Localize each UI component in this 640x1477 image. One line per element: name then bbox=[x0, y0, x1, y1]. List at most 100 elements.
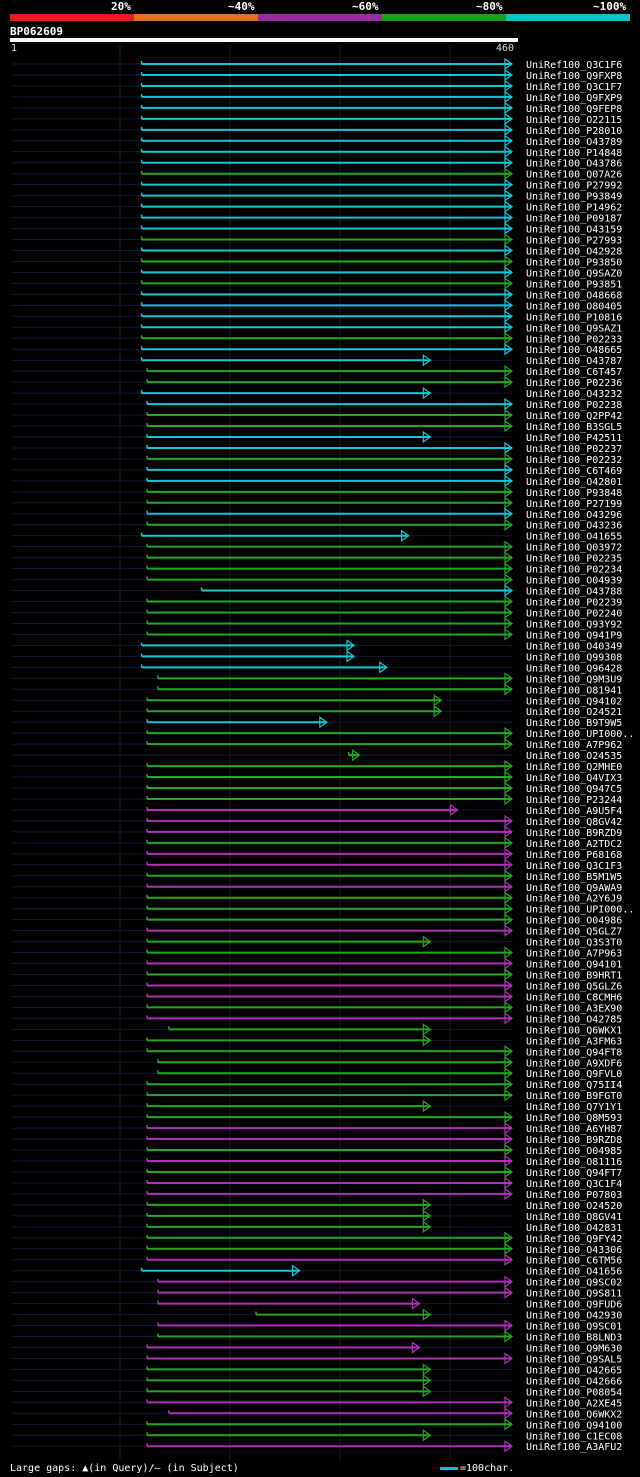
hit-row[interactable]: UniRef100_Q9SAZ0 bbox=[12, 266, 622, 279]
hit-row[interactable]: UniRef100_O04939 bbox=[12, 573, 622, 587]
hit-label[interactable]: UniRef100_O42930 bbox=[526, 1311, 622, 1322]
hit-row[interactable]: UniRef100_Q8GV41 bbox=[12, 1209, 622, 1223]
hit-row[interactable]: UniRef100_A7P962 bbox=[12, 737, 622, 751]
hit-row[interactable]: UniRef100_A3EX90 bbox=[12, 1001, 622, 1014]
hit-label[interactable]: UniRef100_O48665 bbox=[526, 345, 622, 356]
hit-row[interactable]: UniRef100_Q94102 bbox=[12, 694, 622, 707]
hit-label[interactable]: UniRef100_A9XDF6 bbox=[526, 1058, 622, 1069]
hit-row[interactable]: UniRef100_P02234 bbox=[12, 562, 622, 576]
hit-label[interactable]: UniRef100_O80405 bbox=[526, 301, 622, 312]
hit-label[interactable]: UniRef100_Q947C5 bbox=[526, 784, 622, 795]
hit-row[interactable]: UniRef100_P02240 bbox=[12, 606, 622, 620]
hit-label[interactable]: UniRef100_O04985 bbox=[526, 1146, 622, 1157]
hit-row[interactable]: UniRef100_Q3C1F7 bbox=[12, 79, 622, 93]
hit-label[interactable]: UniRef100_Q93Y92 bbox=[526, 619, 622, 630]
hit-label[interactable]: UniRef100_Q9FEP8 bbox=[526, 104, 622, 115]
hit-row[interactable]: UniRef100_O42666 bbox=[12, 1374, 622, 1387]
hit-row[interactable]: UniRef100_Q3S3T0 bbox=[12, 935, 622, 949]
hit-label[interactable]: UniRef100_Q3S3T0 bbox=[526, 938, 622, 949]
hit-row[interactable]: UniRef100_O43789 bbox=[12, 134, 622, 148]
hit-label[interactable]: UniRef100_P14962 bbox=[526, 203, 622, 214]
hit-row[interactable]: UniRef100_O80405 bbox=[12, 299, 622, 312]
hit-row[interactable]: UniRef100_Q99308 bbox=[12, 650, 622, 663]
hit-row[interactable]: UniRef100_Q9S811 bbox=[12, 1286, 622, 1300]
hit-row[interactable]: UniRef100_O24535 bbox=[12, 748, 622, 762]
hit-row[interactable]: UniRef100_O43236 bbox=[12, 518, 622, 532]
hit-label[interactable]: UniRef100_P02240 bbox=[526, 609, 622, 620]
hit-label[interactable]: UniRef100_O43236 bbox=[526, 521, 622, 532]
hit-label[interactable]: UniRef100_Q8GV41 bbox=[526, 1212, 622, 1223]
hit-label[interactable]: UniRef100_P02234 bbox=[526, 565, 622, 576]
hit-label[interactable]: UniRef100_Q9SAZ0 bbox=[526, 268, 622, 279]
hit-label[interactable]: UniRef100_Q8M593 bbox=[526, 1113, 622, 1124]
hit-row[interactable]: UniRef100_UPI000.. bbox=[12, 902, 634, 916]
hit-label[interactable]: UniRef100_Q2PP42 bbox=[526, 411, 622, 422]
hit-label[interactable]: UniRef100_B9T9W5 bbox=[526, 718, 622, 729]
hit-row[interactable]: UniRef100_Q03972 bbox=[12, 540, 622, 554]
hit-row[interactable]: UniRef100_A3AFU2 bbox=[12, 1440, 622, 1453]
hit-row[interactable]: UniRef100_Q9FY42 bbox=[12, 1231, 622, 1245]
hit-label[interactable]: UniRef100_Q6WKX2 bbox=[526, 1409, 622, 1420]
hit-label[interactable]: UniRef100_A7P962 bbox=[526, 740, 622, 751]
hit-label[interactable]: UniRef100_Q9S811 bbox=[526, 1289, 622, 1300]
hit-label[interactable]: UniRef100_P08054 bbox=[526, 1387, 622, 1398]
hit-row[interactable]: UniRef100_Q9FVL0 bbox=[12, 1067, 622, 1080]
hit-row[interactable]: UniRef100_O42928 bbox=[12, 244, 622, 257]
hit-row[interactable]: UniRef100_P27993 bbox=[12, 233, 622, 247]
hit-label[interactable]: UniRef100_P02233 bbox=[526, 334, 622, 345]
hit-label[interactable]: UniRef100_Q9FXP9 bbox=[526, 93, 622, 104]
hit-row[interactable]: UniRef100_Q9AWA9 bbox=[12, 880, 622, 894]
hit-label[interactable]: UniRef100_Q7Y1Y1 bbox=[526, 1102, 622, 1113]
hit-label[interactable]: UniRef100_B9FGT0 bbox=[526, 1091, 622, 1102]
hit-label[interactable]: UniRef100_P93850 bbox=[526, 257, 622, 268]
hit-label[interactable]: UniRef100_Q9SC02 bbox=[526, 1278, 622, 1289]
hit-label[interactable]: UniRef100_P07803 bbox=[526, 1190, 622, 1201]
hit-row[interactable]: UniRef100_A3FM63 bbox=[12, 1034, 622, 1047]
hit-row[interactable]: UniRef100_O24521 bbox=[12, 705, 622, 718]
hit-row[interactable]: UniRef100_P02235 bbox=[12, 551, 622, 565]
hit-row[interactable]: UniRef100_A6YH87 bbox=[12, 1121, 622, 1135]
hit-label[interactable]: UniRef100_O04986 bbox=[526, 916, 622, 927]
hit-row[interactable]: UniRef100_B9FGT0 bbox=[12, 1089, 622, 1102]
hit-label[interactable]: UniRef100_O41655 bbox=[526, 532, 622, 543]
hit-row[interactable]: UniRef100_Q5GLZ7 bbox=[12, 924, 622, 938]
hit-label[interactable]: UniRef100_Q9SC01 bbox=[526, 1322, 622, 1333]
hit-row[interactable]: UniRef100_O22115 bbox=[12, 112, 622, 126]
hit-label[interactable]: UniRef100_P09187 bbox=[526, 214, 622, 225]
hit-label[interactable]: UniRef100_O81941 bbox=[526, 685, 622, 696]
hit-label[interactable]: UniRef100_Q9SAZ1 bbox=[526, 323, 622, 334]
hit-label[interactable]: UniRef100_Q9SAL5 bbox=[526, 1354, 622, 1365]
hit-row[interactable]: UniRef100_P93850 bbox=[12, 255, 622, 268]
hit-label[interactable]: UniRef100_Q9M630 bbox=[526, 1343, 622, 1354]
hit-label[interactable]: UniRef100_Q4VIX3 bbox=[526, 773, 622, 784]
hit-label[interactable]: UniRef100_O43159 bbox=[526, 225, 622, 236]
hit-row[interactable]: UniRef100_P09187 bbox=[12, 211, 622, 225]
hit-row[interactable]: UniRef100_P27992 bbox=[12, 178, 622, 192]
hit-label[interactable]: UniRef100_P27992 bbox=[526, 181, 622, 192]
hit-row[interactable]: UniRef100_O40349 bbox=[12, 639, 622, 652]
hit-row[interactable]: UniRef100_P28010 bbox=[12, 123, 622, 137]
hit-row[interactable]: UniRef100_P10816 bbox=[12, 310, 622, 323]
hit-row[interactable]: UniRef100_P23244 bbox=[12, 792, 622, 806]
hit-row[interactable]: UniRef100_P02237 bbox=[12, 441, 622, 455]
hit-row[interactable]: UniRef100_Q9FEP8 bbox=[12, 101, 622, 115]
hit-row[interactable]: UniRef100_P93849 bbox=[12, 189, 622, 203]
hit-row[interactable]: UniRef100_B9HRT1 bbox=[12, 968, 622, 982]
hit-row[interactable]: UniRef100_P02236 bbox=[12, 375, 622, 389]
hit-label[interactable]: UniRef100_B8LND3 bbox=[526, 1333, 622, 1344]
hit-row[interactable]: UniRef100_O42665 bbox=[12, 1363, 622, 1376]
hit-row[interactable]: UniRef100_P02239 bbox=[12, 595, 622, 609]
hit-label[interactable]: UniRef100_O43789 bbox=[526, 137, 622, 148]
hit-label[interactable]: UniRef100_O43232 bbox=[526, 389, 622, 400]
hit-row[interactable]: UniRef100_Q8M593 bbox=[12, 1110, 622, 1124]
hit-label[interactable]: UniRef100_C6T469 bbox=[526, 466, 622, 477]
hit-row[interactable]: UniRef100_Q7Y1Y1 bbox=[12, 1099, 622, 1113]
hit-row[interactable]: UniRef100_C1EC08 bbox=[12, 1429, 622, 1442]
hit-label[interactable]: UniRef100_Q941P9 bbox=[526, 630, 622, 641]
hit-label[interactable]: UniRef100_P28010 bbox=[526, 126, 622, 137]
hit-label[interactable]: UniRef100_Q94102 bbox=[526, 696, 622, 707]
hit-row[interactable]: UniRef100_Q9SC02 bbox=[12, 1275, 622, 1289]
hit-label[interactable]: UniRef100_A9U5F4 bbox=[526, 806, 622, 817]
hit-row[interactable]: UniRef100_O42930 bbox=[12, 1308, 622, 1322]
hit-label[interactable]: UniRef100_A2XE45 bbox=[526, 1398, 622, 1409]
